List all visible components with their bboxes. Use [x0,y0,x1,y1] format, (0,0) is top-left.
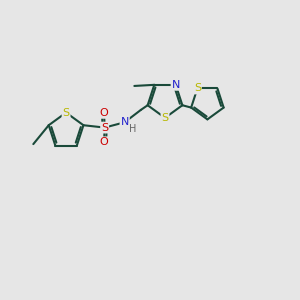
Text: S: S [62,108,70,118]
Text: N: N [121,117,129,127]
Text: S: S [161,113,169,123]
Text: H: H [129,124,137,134]
Text: S: S [194,83,201,94]
Text: S: S [101,123,108,133]
Text: O: O [100,137,108,147]
Text: O: O [100,108,108,118]
Text: N: N [172,80,180,90]
